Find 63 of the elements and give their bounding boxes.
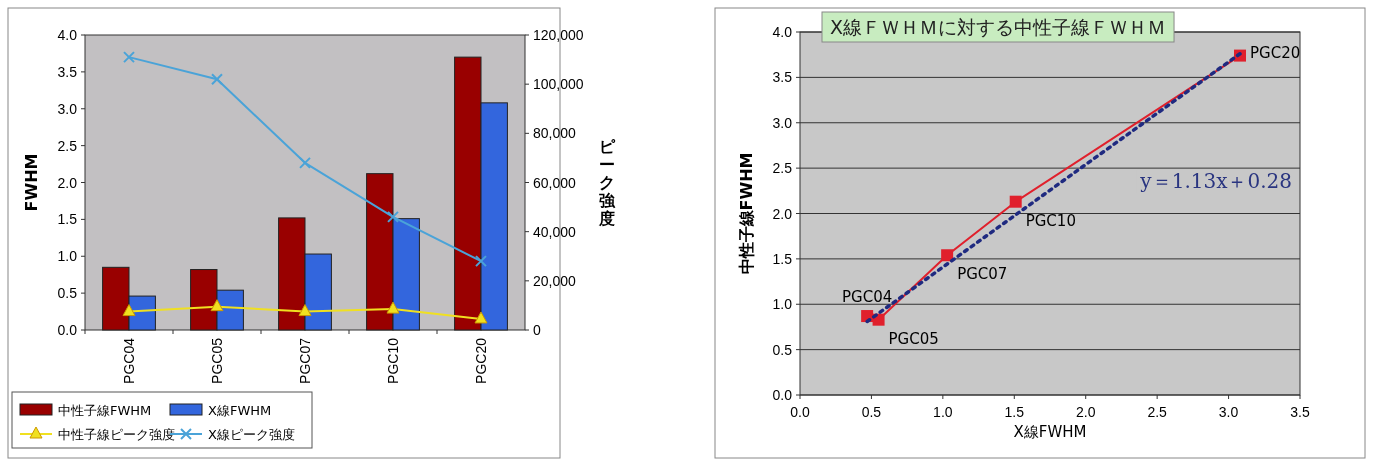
y-tick-label: 2.0 [57, 174, 78, 191]
y-tick-label: 3.0 [772, 114, 793, 131]
y-tick-label: 1.0 [57, 248, 78, 265]
x-tick-label: 3.5 [1290, 404, 1310, 420]
annotation: PGC04 [842, 288, 893, 307]
y2-tick-label: 40,000 [533, 223, 577, 240]
y2-tick-label: 120,000 [533, 27, 584, 43]
y-tick-label: 3.0 [57, 100, 78, 117]
x-tick-label: PGC04 [121, 337, 137, 384]
x-tick-label: 2.0 [1075, 404, 1096, 420]
y-tick-label: 0.0 [57, 322, 78, 338]
x-tick-label: 1.0 [933, 404, 953, 420]
y-tick-label: 2.5 [57, 137, 78, 154]
legend-label: 中性子線FWHM [58, 403, 152, 418]
x-tick-label: PGC05 [209, 337, 225, 384]
y2-tick-label: 100,000 [533, 76, 584, 93]
chart-title: X線ＦＷＨＭに対する中性子線ＦＷＨＭ [830, 16, 1167, 38]
y2-tick-label: 20,000 [533, 272, 577, 289]
point [386, 301, 400, 314]
y2-tick-label: 0 [533, 322, 541, 338]
point [387, 210, 399, 223]
y2-tick-label: 60,000 [533, 174, 577, 191]
legend-label: 中性子線ピーク強度 [58, 427, 175, 442]
x-tick-label: 0.0 [790, 404, 810, 420]
y2-axis-title: ピーク強度 [598, 136, 616, 228]
y2-tick-label: 80,000 [533, 125, 577, 142]
point [299, 156, 311, 169]
point [122, 304, 136, 317]
point [298, 304, 312, 317]
point [1009, 195, 1022, 208]
y-tick-label: 4.0 [57, 27, 78, 43]
y-tick-label: 4.0 [772, 24, 793, 40]
legend-label: X線FWHM [208, 403, 272, 418]
point [211, 73, 223, 86]
annotation: PGC07 [957, 265, 1008, 284]
y-tick-label: 0.5 [57, 285, 78, 302]
y-tick-label: 0.0 [772, 387, 793, 403]
x-axis-title: X線FWHM [1013, 423, 1087, 441]
x-tick-label: 2.5 [1147, 404, 1168, 420]
x-tick-label: PGC07 [297, 337, 313, 384]
y-tick-label: 1.5 [57, 211, 78, 228]
x-tick-label: PGC20 [473, 337, 489, 384]
x-tick-label: 3.0 [1218, 404, 1239, 420]
y-tick-label: 1.0 [772, 296, 793, 313]
point [210, 299, 224, 312]
annotation: PGC10 [1025, 211, 1076, 230]
point [475, 255, 487, 268]
y-tick-label: 2.5 [772, 160, 793, 177]
point [123, 51, 135, 64]
y-tick-label: 3.5 [57, 63, 78, 80]
legend-label: X線ピーク強度 [208, 427, 295, 442]
y-axis-title: 中性子線FWHM [737, 152, 756, 275]
x-tick-label: 0.5 [861, 404, 882, 420]
y-axis-title: FWHM [22, 153, 41, 212]
y-tick-label: 2.0 [772, 205, 793, 222]
y-tick-label: 3.5 [772, 69, 793, 86]
annotation: y＝1.13x＋0.28 [1139, 169, 1292, 194]
point [941, 249, 954, 262]
x-tick-label: 1.5 [1004, 404, 1025, 420]
annotation: PGC20 [1250, 43, 1301, 62]
y-tick-label: 1.5 [772, 250, 793, 267]
point [474, 311, 488, 324]
x-tick-label: PGC10 [385, 337, 401, 384]
